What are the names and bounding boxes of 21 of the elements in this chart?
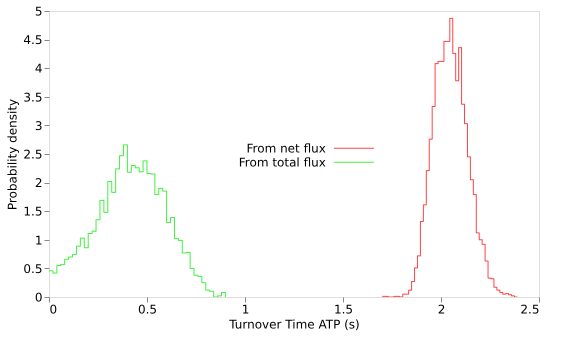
y-tick-label: 2.5 <box>23 148 42 162</box>
x-tick-label: 2 <box>438 302 446 316</box>
y-tick-label: 5 <box>34 4 42 18</box>
legend-label: From net flux <box>246 141 326 156</box>
y-tick-label: 3.5 <box>23 90 42 104</box>
x-tick-label: 1.5 <box>334 302 354 316</box>
y-tick-label: 2 <box>34 176 42 190</box>
x-tick-label: 1 <box>242 302 250 316</box>
y-tick-label: 4 <box>34 62 42 76</box>
y-tick-label: 0.5 <box>23 262 42 276</box>
y-tick-label: 1.5 <box>23 204 42 219</box>
y-tick-label: 4.5 <box>23 33 42 48</box>
y-tick-label: 1 <box>34 233 42 248</box>
y-axis-title: Probability density <box>5 98 20 210</box>
x-axis-title: Turnover Time ATP (s) <box>228 318 360 332</box>
x-tick-label: 0 <box>50 302 58 316</box>
y-tick-label: 0 <box>34 290 42 304</box>
legend-label: From total flux <box>238 155 326 170</box>
x-tick-label: 2.5 <box>520 302 540 316</box>
x-tick-label: 0.5 <box>138 302 158 316</box>
y-tick-label: 3 <box>34 118 42 133</box>
